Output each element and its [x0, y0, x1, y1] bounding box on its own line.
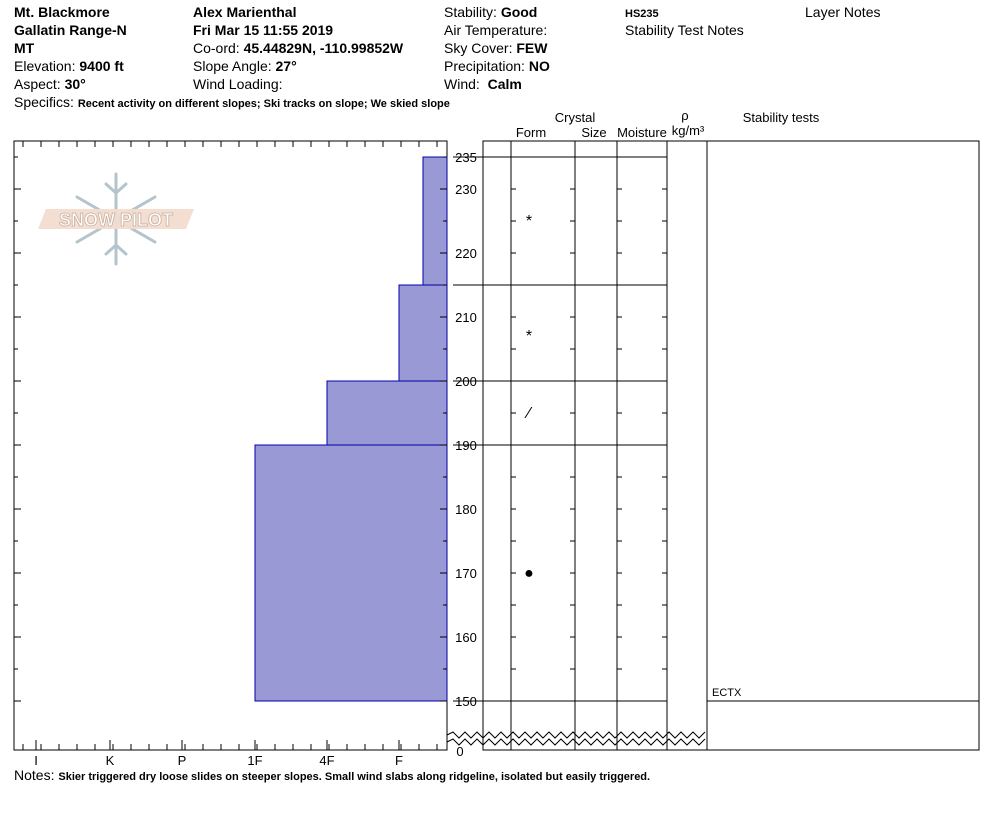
notes-value: Skier triggered dry loose slides on stee…: [58, 771, 651, 783]
specifics-label: Specifics:: [14, 94, 74, 110]
wind-field: Wind: Calm: [444, 75, 522, 93]
aspect-label: Aspect:: [14, 76, 61, 92]
observation-datetime: Fri Mar 15 11:55 2019: [193, 22, 334, 38]
state-name: MT: [14, 40, 35, 56]
stability-field: Stability: Good: [444, 3, 537, 21]
specifics-field: Specifics: Recent activity on different …: [14, 93, 450, 113]
hardness-tick-label: F: [395, 753, 403, 768]
wind-loading-label: Wind Loading:: [193, 76, 283, 92]
stability-tests: ECTX: [707, 687, 979, 702]
crystal-forms: * * ⁄ ●: [524, 213, 534, 582]
density-unit: kg/m³: [672, 123, 705, 138]
stability-test-notes-heading: Stability Test Notes: [625, 22, 744, 38]
stability-label: Stability:: [444, 4, 497, 20]
snowpilot-logo: SNOW PILOT: [38, 172, 194, 266]
moisture-column-heading: Moisture: [617, 125, 667, 140]
stability-tests-heading: Stability tests: [743, 110, 820, 125]
sky-label: Sky Cover:: [444, 40, 513, 56]
crystal-form-symbol: *: [526, 328, 532, 345]
hardness-axis: I K P 1F 4F F: [22, 141, 438, 768]
sky-value: FEW: [516, 40, 548, 56]
sky-field: Sky Cover: FEW: [444, 39, 547, 57]
logo-banner: [38, 209, 194, 229]
snow-depth-hs: HS235: [625, 8, 659, 20]
coord-label: Co-ord:: [193, 40, 240, 56]
hardness-layer-bar: [398, 284, 448, 382]
height-tick-label: 220: [455, 246, 477, 261]
hardness-layers: [254, 156, 448, 702]
wind-label: Wind:: [444, 76, 480, 92]
hardness-tick-label: 4F: [319, 753, 334, 768]
precip-field: Precipitation: NO: [444, 57, 550, 75]
height-tick-label: 210: [455, 310, 477, 325]
elevation-label: Elevation:: [14, 58, 76, 74]
axis-break-zigzag: [446, 738, 706, 746]
slope-label: Slope Angle:: [193, 58, 272, 74]
height-tick-label: 170: [455, 566, 477, 581]
layer-notes-heading: Layer Notes: [805, 4, 881, 20]
elevation-field: Elevation: 9400 ft: [14, 57, 124, 75]
crystal-form-symbol: ●: [524, 565, 534, 582]
crystal-form-symbol: ⁄: [524, 405, 533, 422]
size-column-heading: Size: [581, 125, 606, 140]
range-name: Gallatin Range-N: [14, 22, 127, 38]
crystal-form-symbol: *: [526, 213, 532, 230]
air-temp-label: Air Temperature:: [444, 22, 548, 38]
wind-value: Calm: [487, 76, 522, 92]
height-tick-label: 230: [455, 182, 477, 197]
height-tick-label: 160: [455, 630, 477, 645]
logo-text: SNOW PILOT: [59, 210, 173, 230]
aspect-field: Aspect: 30°: [14, 75, 86, 93]
precip-value: NO: [528, 58, 550, 74]
coord-value: 45.44829N, -110.99852W: [243, 40, 404, 56]
hardness-tick-label: 1F: [247, 753, 262, 768]
observer-name: Alex Marienthal: [193, 4, 297, 20]
layer-table: [446, 141, 708, 750]
slope-value: 27°: [275, 58, 297, 74]
slope-field: Slope Angle: 27°: [193, 57, 297, 75]
elevation-value: 9400 ft: [79, 58, 124, 74]
density-symbol: ρ: [681, 108, 688, 123]
axis-break-zigzag: [446, 731, 706, 739]
crystal-column-heading: Crystal: [555, 110, 596, 125]
aspect-value: 30°: [64, 76, 86, 92]
stability-test-result: ECTX: [712, 687, 742, 699]
form-column-heading: Form: [516, 125, 546, 140]
specifics-value: Recent activity on different slopes; Ski…: [77, 98, 450, 110]
precip-label: Precipitation:: [444, 58, 525, 74]
hardness-tick-label: I: [34, 753, 38, 768]
notes-label: Notes:: [14, 767, 55, 783]
height-zero-label: 0: [456, 744, 463, 759]
hardness-layer-bar: [326, 380, 448, 446]
hardness-layer-bar: [254, 444, 448, 702]
height-tick-label: 180: [455, 502, 477, 517]
location-name: Mt. Blackmore: [14, 4, 110, 20]
notes-field: Notes: Skier triggered dry loose slides …: [14, 766, 650, 786]
stability-value: Good: [500, 4, 538, 20]
hardness-tick-label: P: [178, 753, 187, 768]
coord-field: Co-ord: 45.44829N, -110.99852W: [193, 39, 403, 57]
hardness-tick-label: K: [106, 753, 115, 768]
